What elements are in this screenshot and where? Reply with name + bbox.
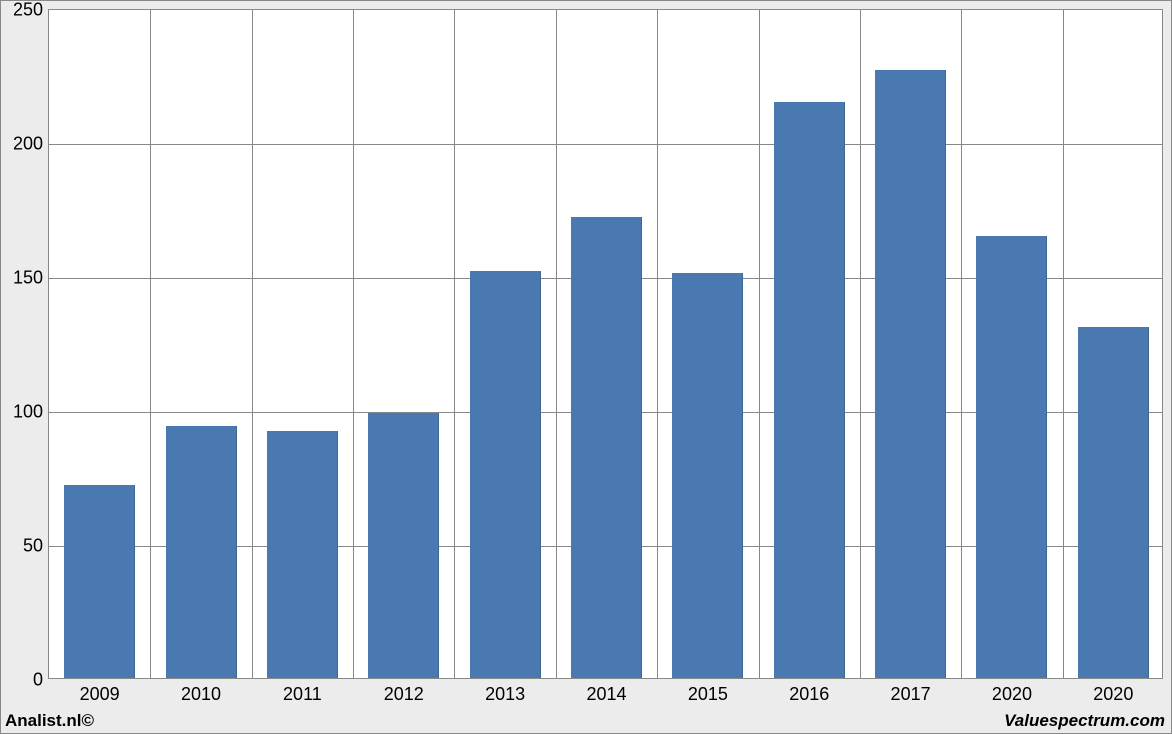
gridline-vertical <box>657 10 658 678</box>
x-axis-label: 2009 <box>80 684 120 705</box>
gridline-vertical <box>759 10 760 678</box>
x-axis-label: 2011 <box>283 684 322 705</box>
gridline-vertical <box>1063 10 1064 678</box>
x-axis-label: 2014 <box>586 684 626 705</box>
x-axis-label: 2020 <box>992 684 1032 705</box>
bar <box>976 236 1047 678</box>
bar <box>64 485 135 678</box>
copyright-left: Analist.nl© <box>5 711 94 731</box>
bar <box>672 273 743 678</box>
chart-container: 0 50 100 150 200 250 2009 2010 2011 2012 2013 2014 2… <box>0 0 1172 734</box>
gridline-vertical <box>454 10 455 678</box>
bar <box>166 426 237 678</box>
y-axis-label: 200 <box>13 134 43 155</box>
bar <box>774 102 845 678</box>
x-axis-label: 2013 <box>485 684 525 705</box>
bar <box>368 413 439 678</box>
y-axis-label: 0 <box>33 670 43 691</box>
x-axis-label: 2012 <box>384 684 424 705</box>
x-axis-label: 2010 <box>181 684 221 705</box>
gridline-vertical <box>961 10 962 678</box>
y-axis-label: 100 <box>13 402 43 423</box>
gridline-vertical <box>860 10 861 678</box>
gridline-vertical <box>252 10 253 678</box>
x-axis-label: 2020 <box>1093 684 1133 705</box>
bar <box>1078 327 1149 678</box>
gridline-vertical <box>353 10 354 678</box>
gridline-vertical <box>556 10 557 678</box>
y-axis-label: 50 <box>23 536 43 557</box>
plot-area: 0501001502002502009201020112012201320142… <box>48 9 1163 679</box>
copyright-right: Valuespectrum.com <box>1004 711 1165 731</box>
x-axis-label: 2016 <box>789 684 829 705</box>
gridline-horizontal <box>49 144 1162 145</box>
y-axis-label: 250 <box>13 0 43 21</box>
x-axis-label: 2015 <box>688 684 728 705</box>
bar <box>571 217 642 678</box>
x-axis-label: 2017 <box>891 684 931 705</box>
bar <box>267 431 338 678</box>
gridline-vertical <box>150 10 151 678</box>
bar <box>875 70 946 678</box>
bar <box>470 271 541 678</box>
y-axis-label: 150 <box>13 268 43 289</box>
